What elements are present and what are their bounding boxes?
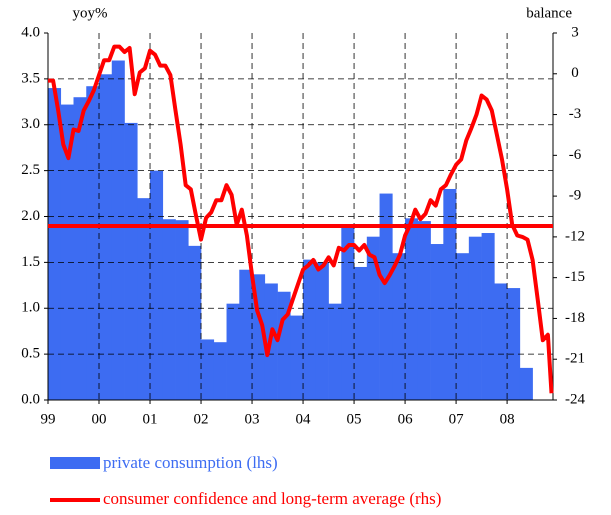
y2-tick-label: 3 [571, 24, 579, 40]
y-tick-label: 3.5 [21, 70, 40, 86]
bar [341, 225, 355, 400]
bar [226, 303, 240, 400]
legend-swatch [50, 457, 100, 469]
bar [175, 220, 189, 400]
confidence-line [48, 44, 554, 394]
y2-tick-label: 0 [571, 65, 579, 81]
bar [456, 253, 470, 400]
bar [239, 269, 253, 400]
bar [162, 219, 176, 400]
y2-tick-label: -18 [565, 310, 585, 326]
bar [201, 339, 215, 400]
bar [507, 288, 521, 400]
x-tick-label: 08 [500, 411, 515, 427]
x-tick-label: 05 [347, 411, 362, 427]
bar [124, 122, 138, 400]
y-tick-label: 1.5 [21, 254, 40, 270]
y2-tick-label: -3 [569, 106, 582, 122]
y2-tick-label: -21 [565, 351, 585, 367]
legend-label: private consumption (lhs) [103, 453, 278, 472]
bar [328, 303, 342, 400]
bar [188, 245, 202, 400]
bar [303, 259, 317, 400]
bar [277, 291, 291, 400]
bar [405, 218, 419, 400]
x-tick-label: 01 [143, 411, 158, 427]
bar [137, 198, 151, 400]
bar [379, 193, 393, 400]
bar [60, 104, 74, 400]
bar [494, 283, 508, 400]
bar [290, 315, 304, 400]
bar [99, 74, 113, 400]
x-tick-label: 02 [194, 411, 209, 427]
bar [213, 342, 227, 400]
bar [73, 97, 87, 400]
y-tick-label: 2.5 [21, 162, 40, 178]
bar [111, 60, 125, 401]
x-tick-label: 03 [245, 411, 260, 427]
bar [468, 236, 482, 400]
bar [392, 253, 406, 400]
legend-label: consumer confidence and long-term averag… [103, 489, 441, 508]
y2-tick-label: -15 [565, 269, 585, 285]
x-tick-label: 04 [296, 411, 312, 427]
bar [366, 236, 380, 400]
y2-tick-label: -9 [569, 188, 582, 204]
bar [519, 367, 533, 400]
bar [86, 86, 100, 400]
y-tick-label: 1.0 [21, 300, 40, 316]
y2-tick-label: -6 [569, 147, 582, 163]
x-tick-label: 06 [398, 411, 414, 427]
bar [481, 233, 495, 400]
y-tick-label: 3.0 [21, 116, 40, 132]
y2-axis-label: balance [526, 5, 572, 21]
bar [150, 170, 164, 400]
x-tick-label: 07 [449, 411, 465, 427]
y-tick-label: 0.0 [21, 391, 40, 407]
x-tick-label: 99 [41, 411, 56, 427]
bar [417, 221, 431, 400]
y-tick-label: 4.0 [21, 24, 40, 40]
bar [48, 88, 62, 401]
y2-tick-label: -24 [565, 391, 585, 407]
y2-tick-label: -12 [565, 228, 585, 244]
y-tick-label: 2.0 [21, 208, 40, 224]
bar [315, 262, 329, 400]
bar [443, 188, 457, 400]
bar [430, 244, 444, 400]
bar [354, 266, 368, 400]
x-tick-label: 00 [92, 411, 107, 427]
y-tick-label: 0.5 [21, 346, 40, 362]
y-axis-label: yoy% [73, 5, 108, 21]
